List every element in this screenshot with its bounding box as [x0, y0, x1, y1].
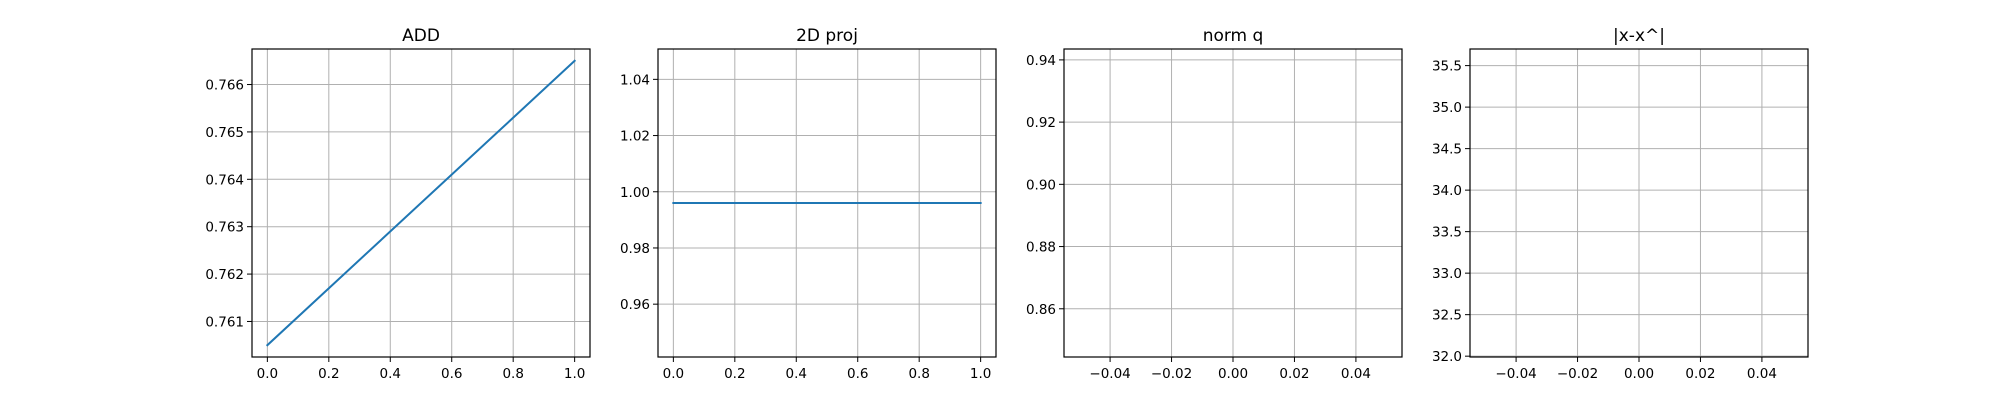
plot-frame — [251, 48, 591, 358]
y-tick-label-1: 0.98 — [620, 241, 650, 257]
x-tick-label-4: 0.04 — [1747, 366, 1777, 382]
x-tick-label-4: 0.8 — [908, 366, 929, 382]
chart-panel-4: −0.04 −0.02 0.00 0.02 0.04 32.0 32.5 33.0 33.5 34… — [1432, 26, 1809, 382]
x-tick-label-3: 0.6 — [847, 366, 868, 382]
x-tick-label-0: −0.04 — [1495, 366, 1536, 382]
y-tick-label-3: 1.02 — [620, 129, 650, 145]
y-tick-label-4: 0.765 — [205, 125, 244, 141]
x-tick-label-3: 0.02 — [1279, 366, 1309, 382]
y-tick-label-5: 34.5 — [1432, 142, 1462, 158]
chart-title: ADD — [402, 26, 440, 46]
y-tick-label-5: 0.766 — [205, 78, 244, 94]
x-tick-label-4: 0.8 — [502, 366, 523, 382]
x-tick-label-2: 0.00 — [1624, 366, 1654, 382]
x-tick-label-5: 1.0 — [970, 366, 991, 382]
x-tick-label-4: 0.04 — [1341, 366, 1371, 382]
y-tick-label-0: 32.0 — [1432, 349, 1462, 365]
chart-title: 2D proj — [796, 26, 858, 46]
y-tick-label-3: 33.5 — [1432, 225, 1462, 241]
chart-panel-1: 0.0 0.2 0.4 0.6 0.8 1.0 0.761 0.762 0.763 0.764 0.… — [205, 26, 591, 382]
y-tick-label-3: 0.764 — [205, 172, 244, 188]
x-tick-label-2: 0.4 — [786, 366, 807, 382]
y-tick-label-2: 0.763 — [205, 220, 244, 236]
x-tick-label-1: −0.02 — [1151, 366, 1192, 382]
x-tick-label-2: 0.00 — [1218, 366, 1248, 382]
y-tick-label-1: 0.88 — [1026, 240, 1056, 256]
y-tick-label-2: 0.90 — [1026, 177, 1056, 193]
y-tick-label-2: 33.0 — [1432, 266, 1462, 282]
x-tick-label-1: 0.2 — [724, 366, 745, 382]
chart-title: norm q — [1203, 26, 1264, 46]
y-tick-label-1: 0.762 — [205, 267, 244, 283]
series-line-0 — [265, 59, 577, 347]
y-tick-label-0: 0.761 — [205, 314, 244, 330]
chart-title: |x-x^| — [1613, 26, 1665, 46]
y-tick-label-1: 32.5 — [1432, 308, 1462, 324]
y-tick-label-0: 0.96 — [620, 297, 650, 313]
x-tick-label-0: 0.0 — [663, 366, 684, 382]
chart-panel-3: −0.04 −0.02 0.00 0.02 0.04 0.86 0.88 0.90 0.92 0.… — [1026, 26, 1403, 382]
y-tick-label-0: 0.86 — [1026, 302, 1056, 318]
x-tick-label-1: 0.2 — [318, 366, 339, 382]
x-tick-label-3: 0.6 — [441, 366, 462, 382]
x-tick-label-0: 0.0 — [257, 366, 278, 382]
y-tick-label-3: 0.92 — [1026, 115, 1056, 131]
x-tick-label-0: −0.04 — [1089, 366, 1130, 382]
x-tick-label-5: 1.0 — [564, 366, 585, 382]
y-tick-label-6: 35.0 — [1432, 100, 1462, 116]
y-tick-label-4: 1.04 — [620, 72, 650, 88]
y-tick-label-4: 34.0 — [1432, 183, 1462, 199]
x-tick-label-2: 0.4 — [380, 366, 401, 382]
x-tick-label-3: 0.02 — [1685, 366, 1715, 382]
chart-panel-2: 0.0 0.2 0.4 0.6 0.8 1.0 0.96 0.98 1.00 1.02 1.04 2D… — [620, 26, 997, 382]
y-tick-label-2: 1.00 — [620, 185, 650, 201]
plot-frame — [657, 48, 997, 358]
y-tick-label-7: 35.5 — [1432, 59, 1462, 75]
x-tick-label-1: −0.02 — [1557, 366, 1598, 382]
y-tick-label-4: 0.94 — [1026, 53, 1056, 69]
